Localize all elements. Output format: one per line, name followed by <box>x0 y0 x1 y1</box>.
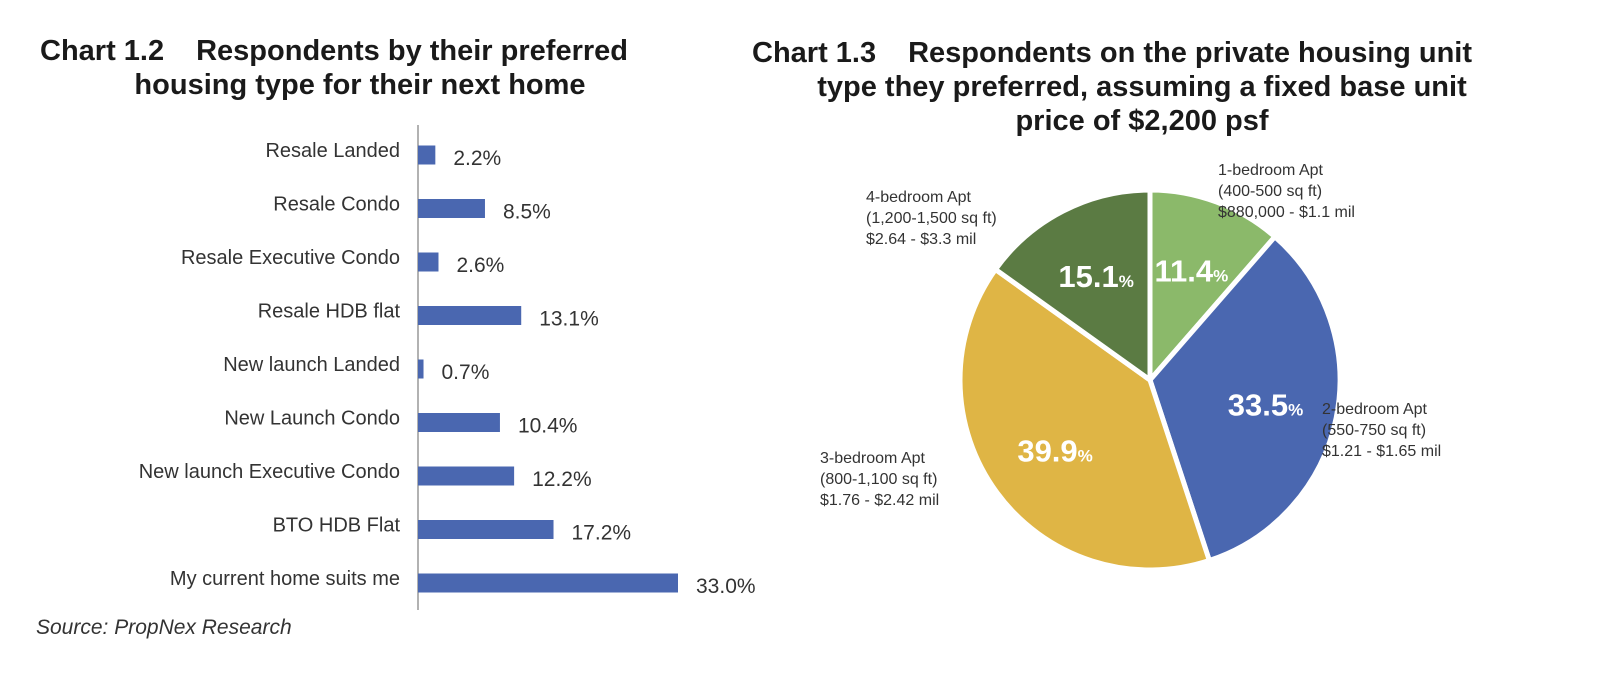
bar-value-label-1: 8.5% <box>503 201 551 224</box>
bar-value-label-0: 2.2% <box>453 147 501 170</box>
bar-category-label-2: Resale Executive Condo <box>181 247 400 269</box>
pie-label-1-bedroom: 1-bedroom Apt (400-500 sq ft) $880,000 -… <box>1218 160 1355 223</box>
bar-category-label-6: New launch Executive Condo <box>139 461 400 483</box>
bar-6 <box>418 466 515 486</box>
bar-7 <box>418 520 554 539</box>
pie-value-label-3: 15.1% <box>1058 259 1133 294</box>
pie-label-2-bedroom-price: $1.21 - $1.65 mil <box>1322 443 1442 460</box>
pie-value-label-1: 33.5% <box>1228 387 1303 422</box>
bar-category-label-1: Resale Condo <box>273 194 400 216</box>
source-note: Source: PropNex Research <box>36 616 292 639</box>
bar-value-label-7: 17.2% <box>572 522 632 545</box>
pie-label-2-bedroom-size: (550-750 sq ft) <box>1322 422 1427 439</box>
bar-category-label-7: BTO HDB Flat <box>273 515 401 537</box>
bar-category-label-3: Resale HDB flat <box>258 301 401 323</box>
pie-label-3-bedroom-price: $1.76 - $2.42 mil <box>820 492 940 509</box>
chart-1-2-title: Chart 1.2 Respondents by their preferred … <box>40 34 680 102</box>
pie-slice-2 <box>957 266 1212 573</box>
chart-1-2-title-line2: housing type for their next home <box>134 69 586 101</box>
chart-1-3-title-line1: Respondents on the private housing unit <box>908 37 1473 69</box>
pie-label-4-bedroom: 4-bedroom Apt (1,200-1,500 sq ft) $2.64 … <box>866 187 997 250</box>
bar-4 <box>418 359 424 379</box>
bar-5 <box>418 413 500 432</box>
bar-value-label-5: 10.4% <box>518 415 578 438</box>
chart-1-3-title: Chart 1.3 Respondents on the private hous… <box>752 36 1532 138</box>
pie-label-2-bedroom-name: 2-bedroom Apt <box>1322 401 1427 418</box>
chart-1-3-number: Chart 1.3 <box>752 37 877 69</box>
bar-1 <box>418 199 485 218</box>
bar-value-label-3: 13.1% <box>539 308 599 331</box>
bar-value-label-2: 2.6% <box>456 254 504 277</box>
bar-3 <box>418 306 522 325</box>
bar-value-label-6: 12.2% <box>532 468 592 491</box>
bar-value-label-4: 0.7% <box>442 361 490 384</box>
pie-label-1-bedroom-name: 1-bedroom Apt <box>1218 162 1323 179</box>
chart-1-3-title-line3: price of $2,200 psf <box>1015 105 1269 137</box>
pie-label-3-bedroom-size: (800-1,100 sq ft) <box>820 471 938 488</box>
pie-value-label-2: 39.9% <box>1017 434 1092 469</box>
pie-label-4-bedroom-price: $2.64 - $3.3 mil <box>866 231 977 248</box>
bar-8 <box>418 573 678 593</box>
bar-category-label-8: My current home suits me <box>170 568 400 590</box>
pie-label-3-bedroom-name: 3-bedroom Apt <box>820 450 925 467</box>
bar-category-label-5: New Launch Condo <box>224 408 400 430</box>
pie-slice-1 <box>1147 234 1343 563</box>
chart-1-2-title-line1: Respondents by their preferred <box>196 35 628 67</box>
pie-label-2-bedroom: 2-bedroom Apt (550-750 sq ft) $1.21 - $1… <box>1322 399 1441 462</box>
bar-category-label-4: New launch Landed <box>223 354 400 376</box>
bar-2 <box>418 252 439 272</box>
pie-slice-0 <box>1147 187 1278 383</box>
bar-category-label-0: Resale Landed <box>265 140 400 162</box>
pie-slice-3 <box>992 187 1153 383</box>
pie-label-3-bedroom: 3-bedroom Apt (800-1,100 sq ft) $1.76 - … <box>820 448 939 511</box>
housing-type-bar-chart: Resale Landed 2.2% Resale Condo 8.5% Resale … <box>139 125 756 610</box>
bar-0 <box>418 145 436 165</box>
pie-label-1-bedroom-size: (400-500 sq ft) <box>1218 183 1323 200</box>
pie-label-4-bedroom-name: 4-bedroom Apt <box>866 189 971 206</box>
chart-1-2-number: Chart 1.2 <box>40 35 165 67</box>
pie-label-4-bedroom-size: (1,200-1,500 sq ft) <box>866 210 997 227</box>
bar-value-label-8: 33.0% <box>696 575 756 598</box>
pie-value-label-0: 11.4% <box>1154 254 1228 289</box>
pie-label-1-bedroom-price: $880,000 - $1.1 mil <box>1218 204 1355 221</box>
chart-1-3-title-line2: type they preferred, assuming a fixed ba… <box>817 71 1467 103</box>
unit-type-pie-chart: 11.4% 33.5% 39.9% 15.1% <box>957 187 1343 573</box>
